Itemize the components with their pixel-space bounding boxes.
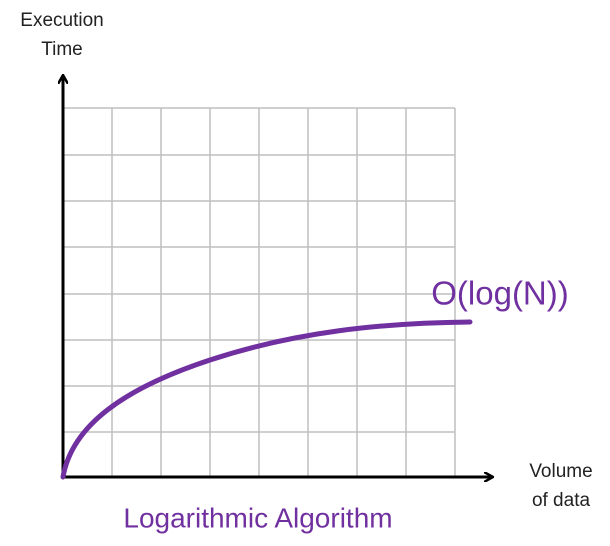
y-axis-label: Time [41,39,83,60]
grid [63,107,456,477]
log-curve [60,319,473,480]
x-axis-label: of data [532,490,591,511]
x-axis-label: Volume [529,461,592,482]
title: Logarithmic Algorithm [123,502,392,533]
y-axis-label: Execution [20,10,103,31]
curve-label: O(log(N)) [431,275,569,312]
